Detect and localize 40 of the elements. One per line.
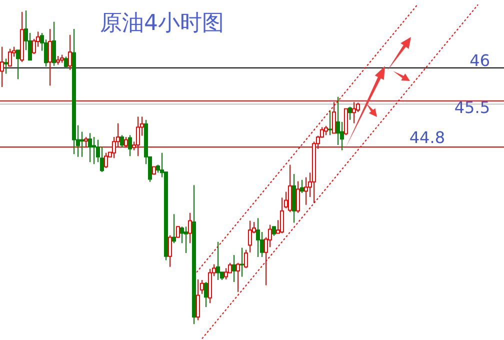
candlestick (248, 220, 252, 253)
candlestick (4, 58, 8, 74)
ref-line-label: 45.5 (454, 98, 490, 117)
candlestick (68, 34, 72, 70)
candlestick (224, 268, 228, 280)
candlestick (272, 226, 276, 236)
candlestick (128, 134, 132, 157)
candlestick (52, 21, 56, 66)
candlestick (324, 125, 328, 136)
candlestick (348, 106, 352, 120)
candlestick (8, 48, 12, 68)
candlestick (236, 262, 240, 292)
candlestick (196, 278, 200, 321)
ref-line-label: 46 (470, 50, 490, 70)
candlestick (244, 249, 248, 269)
candlestick (176, 226, 180, 238)
candlestick (304, 176, 308, 206)
candlestick (184, 226, 188, 254)
candlestick (120, 134, 124, 148)
candlestick (88, 132, 92, 163)
candlestick (296, 180, 300, 214)
candlestick (188, 212, 192, 244)
candlestick (16, 50, 20, 80)
candlestick (216, 241, 220, 281)
candlestick (168, 234, 172, 268)
candlestick (280, 197, 284, 234)
candlestick (204, 282, 208, 308)
candlestick (256, 218, 260, 258)
candlestick (240, 247, 244, 278)
candlestick (48, 28, 52, 86)
candlestick (300, 179, 304, 194)
candlestick (64, 56, 68, 70)
text: 原油4小时图 (100, 10, 224, 38)
candlestick (104, 152, 108, 169)
candlestick (172, 214, 176, 244)
candlestick (328, 110, 332, 136)
candlestick (232, 254, 236, 283)
candlestick (92, 136, 96, 165)
candlestick (80, 131, 84, 158)
ref-line-label: 44.8 (409, 128, 445, 147)
